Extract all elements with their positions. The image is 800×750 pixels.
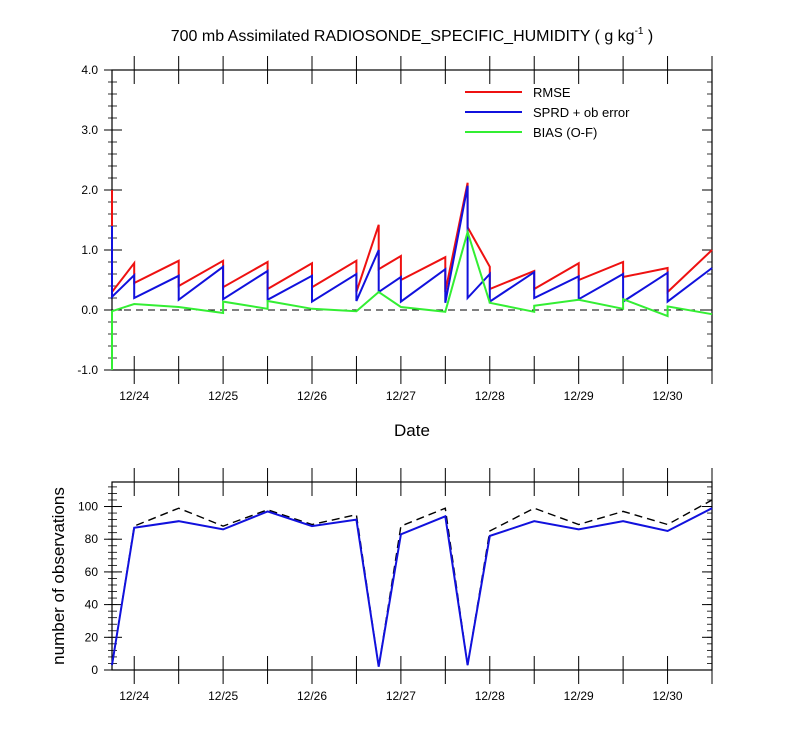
bottom-xtick-label: 12/30 — [653, 689, 683, 703]
top-series-rmse — [111, 182, 713, 295]
bottom-plot-frame — [111, 481, 713, 671]
top-series-lines — [111, 182, 713, 370]
bottom-xtick-label: 12/24 — [119, 689, 149, 703]
bottom-ytick-label: 40 — [85, 598, 99, 612]
top-ytick-label: 1.0 — [81, 243, 98, 257]
bottom-ytick-label: 20 — [85, 630, 99, 644]
chart-title: 700 mb Assimilated RADIOSONDE_SPECIFIC_H… — [171, 26, 654, 45]
top-xtick-label: 12/24 — [119, 389, 149, 403]
top-xtick-label: 12/25 — [208, 389, 238, 403]
bottom-xtick-label: 12/26 — [297, 689, 327, 703]
top-panel: -1.0 0.0 1.0 2.0 3.0 4.0 12/24 12/25 12/26 12/27 1… — [77, 56, 713, 440]
bottom-ytick-label: 80 — [85, 532, 99, 546]
bottom-ytick-label: 60 — [85, 565, 99, 579]
bottom-series-lines — [111, 499, 713, 667]
top-ytick-label: 3.0 — [81, 123, 98, 137]
top-ytick-label: 2.0 — [81, 183, 98, 197]
bottom-ytick-label: 0 — [91, 663, 98, 677]
legend-label-rmse: RMSE — [533, 85, 571, 100]
top-xtick-label: 12/30 — [653, 389, 683, 403]
top-ytick-label: 0.0 — [81, 303, 98, 317]
top-series-sprd-ob-error — [111, 185, 713, 304]
bottom-axis-ticks: 0 20 40 60 80 100 12/24 12/25 12/26 12/27 12/28 12/… — [78, 468, 713, 703]
legend-label-bias: BIAS (O-F) — [533, 125, 597, 140]
bottom-panel: 0 20 40 60 80 100 12/24 12/25 12/26 12/27 12/28 12/… — [49, 468, 713, 703]
bottom-ytick-label: 100 — [78, 500, 98, 514]
top-ytick-label: 4.0 — [81, 63, 98, 77]
bottom-series-assimilated — [111, 507, 713, 667]
legend-label-sprd: SPRD + ob error — [533, 105, 630, 120]
top-xtick-label: 12/28 — [475, 389, 505, 403]
legend: RMSE SPRD + ob error BIAS (O-F) — [465, 85, 630, 140]
top-xtick-label: 12/26 — [297, 389, 327, 403]
top-series-bias-o-f — [111, 228, 713, 370]
bottom-xtick-label: 12/27 — [386, 689, 416, 703]
bottom-xtick-label: 12/29 — [564, 689, 594, 703]
bottom-xtick-label: 12/28 — [475, 689, 505, 703]
bottom-xtick-label: 12/25 — [208, 689, 238, 703]
top-axis-ticks: -1.0 0.0 1.0 2.0 3.0 4.0 12/24 12/25 12/26 12/27 1… — [77, 56, 713, 403]
top-xtick-label: 12/27 — [386, 389, 416, 403]
top-ytick-label: -1.0 — [77, 363, 98, 377]
x-axis-label: Date — [394, 421, 430, 440]
y-axis-label-observations: number of observations — [49, 487, 68, 665]
top-xtick-label: 12/29 — [564, 389, 594, 403]
